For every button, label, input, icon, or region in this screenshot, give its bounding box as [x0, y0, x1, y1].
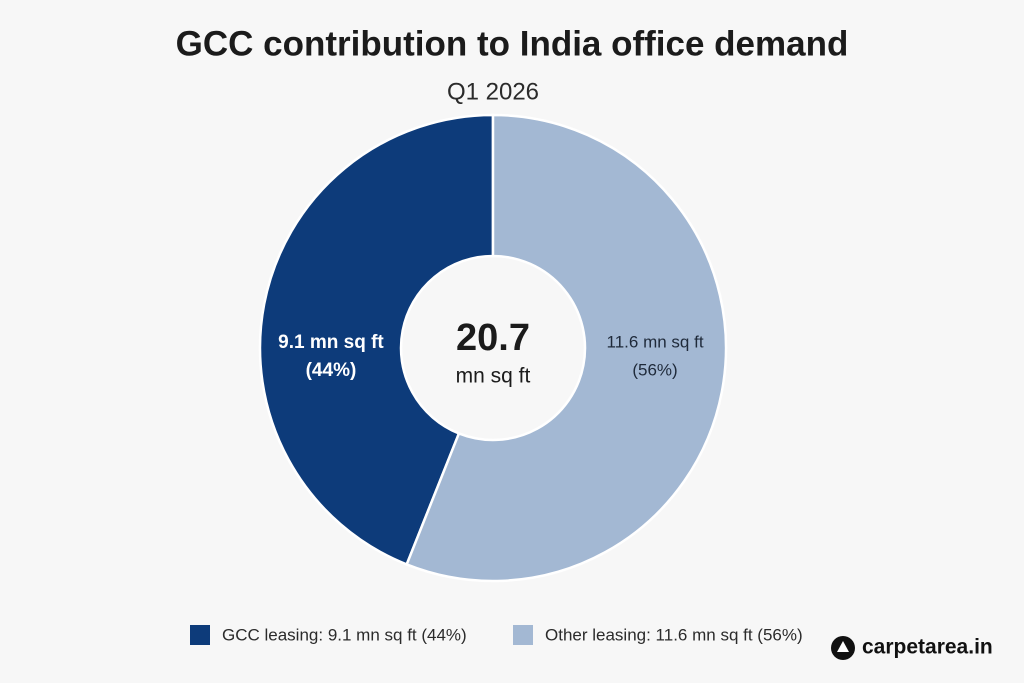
legend-label: Other leasing: 11.6 mn sq ft (56%): [545, 625, 803, 644]
data-label: (44%): [306, 360, 357, 381]
data-label: (56%): [632, 360, 677, 379]
legend-swatch: [190, 625, 210, 645]
legend: GCC leasing: 9.1 mn sq ft (44%) Other lea…: [190, 625, 803, 645]
center-value: 20.7: [456, 317, 530, 359]
legend-swatch: [513, 625, 533, 645]
brand-icon-glyph: [837, 641, 849, 652]
chart-subtitle: Q1 2026: [447, 78, 539, 105]
data-label: 11.6 mn sq ft: [607, 332, 704, 351]
center-unit: mn sq ft: [456, 365, 531, 388]
slice: [258, 113, 495, 567]
pie: 9.1 mn sq ft (44%) 11.6 mn sq ft (56%): [258, 113, 728, 583]
legend-label: GCC leasing: 9.1 mn sq ft (44%): [222, 625, 467, 644]
watermark: carpetarea.in: [862, 636, 993, 659]
chart-title: GCC contribution to India office demand: [176, 24, 849, 63]
data-label: 9.1 mn sq ft: [278, 332, 384, 353]
slice: [405, 113, 728, 583]
